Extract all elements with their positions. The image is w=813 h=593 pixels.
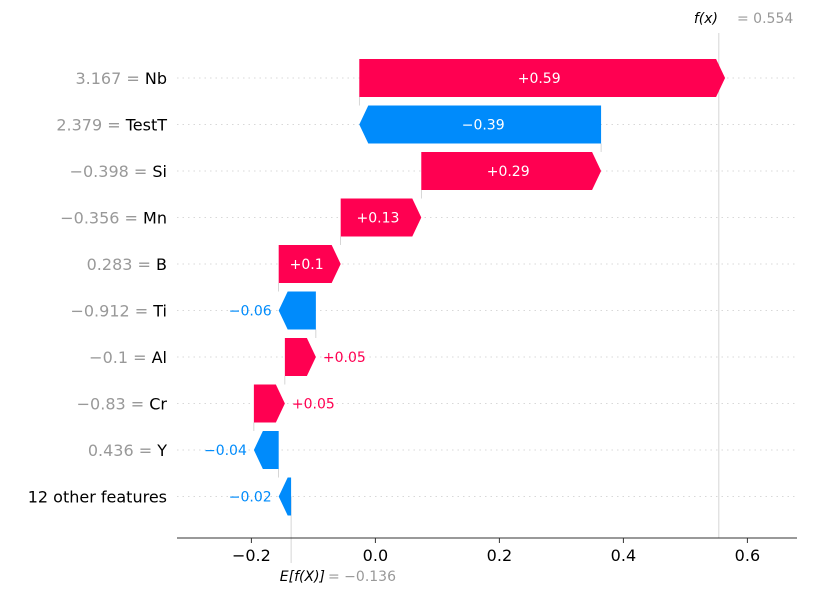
feature-value: −0.83 = bbox=[77, 395, 150, 414]
bar-mn bbox=[340, 198, 422, 237]
feature-label: 0.436 = Y bbox=[88, 441, 167, 460]
feature-name: TestT bbox=[125, 116, 168, 135]
x-tick-label: 0.4 bbox=[611, 546, 636, 565]
feature-value: 0.436 = bbox=[88, 441, 157, 460]
feature-name: Nb bbox=[145, 69, 167, 88]
feature-label: 0.283 = B bbox=[87, 255, 167, 274]
feature-name: Mn bbox=[143, 209, 167, 228]
feature-label: −0.912 = Ti bbox=[70, 302, 167, 321]
contribution-label: +0.1 bbox=[290, 257, 324, 273]
x-tick-label: 0.2 bbox=[487, 546, 512, 565]
contribution-label: −0.39 bbox=[462, 118, 505, 134]
contribution-label: +0.13 bbox=[357, 211, 400, 227]
bar-layer bbox=[253, 59, 726, 516]
contribution-label: +0.05 bbox=[323, 350, 366, 366]
contribution-label: +0.05 bbox=[292, 397, 335, 413]
bar-si bbox=[421, 152, 602, 190]
contribution-label: +0.29 bbox=[487, 164, 530, 180]
feature-value: 2.379 = bbox=[56, 116, 125, 135]
feature-label: 2.379 = TestT bbox=[56, 116, 167, 135]
contribution-label: −0.02 bbox=[229, 490, 272, 506]
feature-name: Cr bbox=[149, 395, 167, 414]
feature-value: 0.283 = bbox=[87, 255, 156, 274]
label-layer: +0.59 3.167 = Nb −0.39 2.379 = TestT +0.29 −0… bbox=[28, 69, 561, 507]
x-tick-label: 0.0 bbox=[363, 546, 388, 565]
base-label: E[f(X)] bbox=[280, 569, 325, 585]
feature-label: −0.83 = Cr bbox=[77, 395, 168, 414]
feature-label: −0.356 = Mn bbox=[60, 209, 167, 228]
bar-12 bbox=[278, 477, 292, 516]
feature-value: −0.912 = bbox=[70, 302, 153, 321]
contribution-label: −0.06 bbox=[229, 304, 272, 320]
contribution-label: −0.04 bbox=[204, 443, 247, 459]
feature-name: 12 other features bbox=[28, 488, 167, 507]
bar-y bbox=[253, 431, 279, 469]
base-value: = −0.136 bbox=[328, 569, 396, 585]
feature-label: −0.398 = Si bbox=[70, 162, 167, 181]
bar-cr bbox=[253, 384, 285, 423]
fx-value: = 0.554 bbox=[737, 11, 793, 27]
bar-nb bbox=[359, 59, 726, 97]
feature-label: 3.167 = Nb bbox=[75, 69, 167, 88]
feature-name: Ti bbox=[152, 302, 167, 321]
feature-name: Si bbox=[152, 162, 167, 181]
bar-ti bbox=[278, 291, 316, 330]
feature-label: −0.1 = Al bbox=[89, 348, 167, 367]
bar-b bbox=[278, 245, 341, 283]
feature-name: Al bbox=[152, 348, 167, 367]
feature-name: Y bbox=[156, 441, 167, 460]
contribution-label: +0.59 bbox=[518, 71, 561, 87]
feature-name: B bbox=[156, 255, 167, 274]
feature-label: 12 other features bbox=[28, 488, 167, 507]
x-axis: −0.2 0.0 0.2 0.4 0.6 bbox=[177, 537, 797, 565]
feature-value: −0.1 = bbox=[89, 348, 151, 367]
feature-value: −0.398 = bbox=[70, 162, 153, 181]
x-tick-label: −0.2 bbox=[232, 546, 271, 565]
fx-label: f(x) bbox=[694, 11, 718, 27]
feature-value: −0.356 = bbox=[60, 209, 143, 228]
feature-value: 3.167 = bbox=[75, 69, 144, 88]
x-tick-label: 0.6 bbox=[735, 546, 760, 565]
bar-testt bbox=[359, 105, 602, 144]
bar-al bbox=[284, 338, 316, 376]
